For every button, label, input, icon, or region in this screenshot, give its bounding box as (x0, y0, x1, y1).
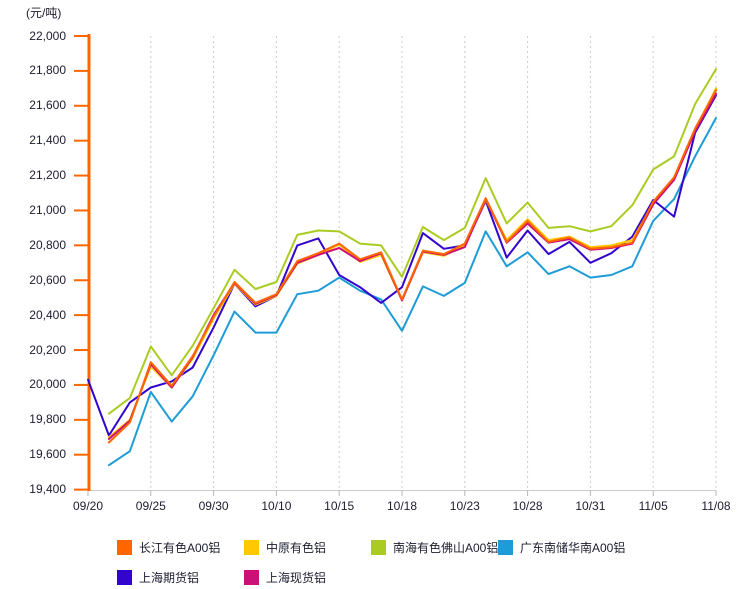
x-tick-label: 10/28 (512, 499, 543, 513)
y-tick-label: 20,400 (29, 307, 66, 322)
legend-item-上海期货铝: 上海期货铝 (117, 569, 199, 585)
x-tick-label: 10/31 (575, 499, 606, 513)
y-tick-label: 21,800 (29, 63, 66, 78)
legend-swatch (244, 539, 259, 555)
legend-item-南海有色佛山A00铝: 南海有色佛山A00铝 (371, 539, 498, 555)
x-tick-label: 11/08 (701, 499, 731, 513)
plot-area (74, 34, 717, 496)
x-tick-label: 09/30 (198, 499, 229, 513)
legend-swatch (498, 539, 513, 555)
legend-label: 南海有色佛山A00铝 (393, 540, 499, 555)
legend-label: 中原有色铝 (266, 540, 327, 555)
y-tick-label: 19,400 (29, 482, 66, 497)
legend-item-中原有色铝: 中原有色铝 (244, 539, 326, 555)
legend-item-广东南储华南A00铝: 广东南储华南A00铝 (498, 539, 625, 555)
x-tick-label: 10/23 (449, 499, 480, 513)
y-tick-label: 21,400 (29, 133, 66, 148)
series-line-广东南储华南A00铝 (107, 117, 717, 467)
series-line-长江有色A00铝 (107, 89, 717, 444)
y-tick-label: 21,200 (29, 168, 66, 183)
y-tick-label: 22,000 (29, 28, 66, 43)
legend-swatch (371, 539, 386, 555)
y-tick-label: 19,600 (29, 447, 66, 462)
y-axis-unit-label: (元/吨) (26, 6, 62, 20)
x-tick-label: 10/18 (386, 499, 418, 513)
legend-label: 长江有色A00铝 (139, 540, 221, 555)
legend-item-长江有色A00铝: 长江有色A00铝 (117, 539, 220, 555)
x-tick-label: 10/10 (261, 499, 292, 513)
legend-label: 上海期货铝 (139, 570, 200, 585)
y-tick-label: 20,600 (29, 272, 66, 287)
legend-label: 广东南储华南A00铝 (520, 540, 626, 555)
y-tick-label: 20,000 (29, 377, 66, 392)
x-tick-label: 09/25 (135, 499, 166, 513)
legend-swatch (117, 539, 132, 555)
x-tick-label: 09/20 (72, 499, 104, 513)
x-tick-label: 11/05 (638, 499, 668, 513)
legend-label: 上海现货铝 (266, 570, 327, 585)
y-tick-label: 20,200 (29, 342, 66, 357)
legend-item-上海现货铝: 上海现货铝 (244, 569, 326, 585)
y-tick-label: 20,800 (29, 237, 66, 252)
series-line-上海现货铝 (107, 92, 717, 440)
series-line-上海期货铝 (87, 94, 717, 437)
legend-swatch (117, 569, 132, 585)
legend-swatch (244, 569, 259, 585)
y-tick-label: 21,000 (29, 202, 66, 217)
y-tick-label: 19,800 (29, 412, 66, 427)
series-line-南海有色佛山A00铝 (107, 68, 717, 415)
x-tick-label: 10/15 (324, 499, 355, 513)
y-tick-label: 21,600 (29, 98, 66, 113)
